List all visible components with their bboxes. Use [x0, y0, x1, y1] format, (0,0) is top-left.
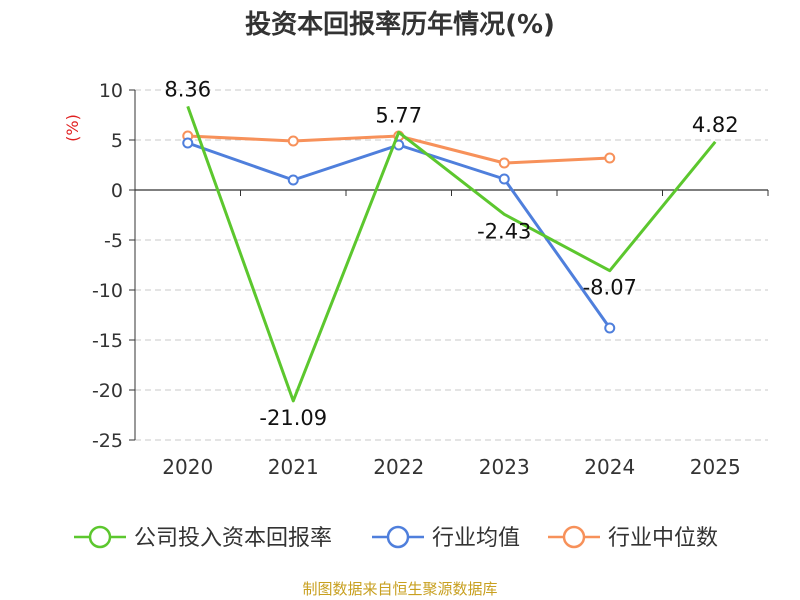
legend-swatch-marker	[386, 525, 410, 549]
data-label: -21.09	[259, 406, 327, 430]
y-tick-label: -20	[92, 380, 123, 402]
legend-label: 行业均值	[432, 526, 520, 551]
axes: 10 5 0 -5 -10 -15 -20 -25 (%) 2020 2021 2022 2023 202…	[63, 80, 769, 479]
data-label: -2.43	[477, 219, 531, 243]
chart-title: 投资本回报率历年情况(%)	[245, 10, 555, 40]
legend-swatch-marker	[562, 525, 586, 549]
data-label: 5.77	[375, 103, 422, 127]
y-tick-label: -10	[92, 280, 123, 302]
x-tick-label: 2024	[584, 455, 635, 479]
data-point	[287, 174, 299, 186]
y-tick-label: -15	[92, 330, 123, 352]
data-label: 4.82	[692, 113, 739, 137]
data-point	[498, 173, 510, 185]
y-tick-label: -25	[92, 430, 123, 452]
source-note: 制图数据来自恒生聚源数据库	[302, 580, 498, 598]
x-tick-label: 2025	[690, 455, 741, 479]
legend-label: 公司投入资本回报率	[134, 526, 332, 551]
y-tick-label: -5	[104, 230, 123, 252]
y-tick-label: 0	[111, 180, 123, 202]
legend-swatch-marker	[88, 525, 112, 549]
data-labels: 8.36 -21.09 5.77 -2.43 -8.07 4.82	[164, 77, 739, 430]
data-label: -8.07	[583, 276, 637, 300]
data-point	[182, 137, 194, 149]
x-tick-label: 2020	[162, 455, 213, 479]
x-tick-label: 2021	[268, 455, 319, 479]
y-tick-label: 10	[99, 80, 123, 102]
legend-label: 行业中位数	[608, 526, 718, 551]
legend: 公司投入资本回报率 行业均值 行业中位数	[74, 525, 718, 551]
data-label: 8.36	[164, 77, 211, 101]
series-lines	[182, 105, 717, 403]
x-tick-label: 2023	[479, 455, 530, 479]
y-tick-label: 5	[111, 130, 123, 152]
data-point	[604, 152, 616, 164]
data-point	[498, 157, 510, 169]
data-point	[604, 322, 616, 334]
series-line	[186, 105, 717, 403]
y-axis-label: (%)	[63, 114, 82, 142]
x-tick-label: 2022	[373, 455, 424, 479]
grid-lines	[135, 89, 768, 441]
data-point	[287, 135, 299, 147]
